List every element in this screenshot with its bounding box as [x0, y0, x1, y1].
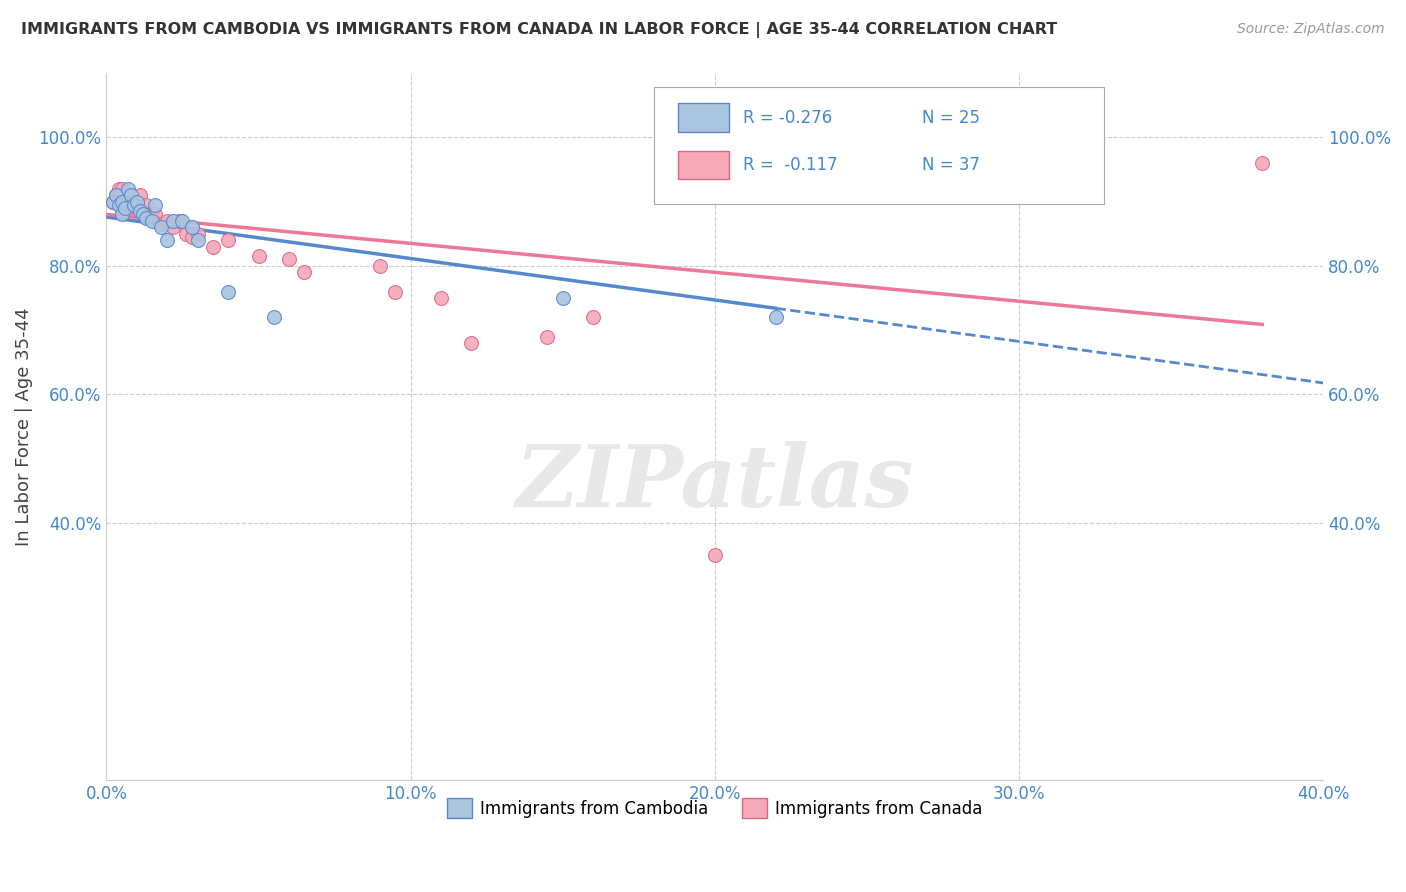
Point: [120, 188, 142, 202]
Point: [114, 194, 136, 209]
Text: ZIPatlas: ZIPatlas: [516, 442, 914, 525]
Point: [138, 207, 160, 221]
Point: [1251, 156, 1274, 170]
Point: [128, 204, 150, 219]
Point: [217, 285, 239, 299]
Point: [122, 198, 145, 212]
Point: [125, 194, 148, 209]
Point: [125, 194, 148, 209]
Point: [135, 198, 157, 212]
Point: [122, 198, 145, 212]
Point: [107, 182, 129, 196]
Point: [430, 291, 453, 305]
Point: [551, 291, 574, 305]
Point: [201, 239, 224, 253]
Point: [111, 207, 134, 221]
Point: [292, 265, 315, 279]
Point: [111, 194, 134, 209]
Text: Source: ZipAtlas.com: Source: ZipAtlas.com: [1237, 22, 1385, 37]
Point: [135, 211, 157, 225]
Point: [187, 227, 209, 241]
Point: [132, 207, 155, 221]
Point: [104, 188, 127, 202]
Point: [162, 214, 184, 228]
Point: [156, 214, 179, 228]
Point: [187, 233, 209, 247]
Point: [536, 329, 558, 343]
Point: [107, 198, 129, 212]
Point: [141, 214, 163, 228]
Bar: [678, 151, 730, 179]
Point: [128, 188, 150, 202]
Text: R =  -0.117: R = -0.117: [742, 156, 838, 174]
Point: [217, 233, 239, 247]
FancyBboxPatch shape: [654, 87, 1104, 204]
Text: R = -0.276: R = -0.276: [742, 109, 832, 127]
Text: IMMIGRANTS FROM CAMBODIA VS IMMIGRANTS FROM CANADA IN LABOR FORCE | AGE 35-44 CO: IMMIGRANTS FROM CAMBODIA VS IMMIGRANTS F…: [21, 22, 1057, 38]
Text: N = 25: N = 25: [921, 109, 980, 127]
Point: [169, 214, 191, 228]
Point: [368, 259, 391, 273]
Point: [460, 336, 482, 351]
Point: [582, 310, 605, 325]
Point: [180, 220, 202, 235]
Bar: [678, 103, 730, 132]
Legend: Immigrants from Cambodia, Immigrants from Canada: Immigrants from Cambodia, Immigrants fro…: [440, 791, 990, 825]
Point: [101, 194, 124, 209]
Point: [277, 252, 299, 267]
Point: [117, 201, 139, 215]
Point: [120, 198, 142, 212]
Y-axis label: In Labor Force | Age 35-44: In Labor Force | Age 35-44: [15, 308, 32, 546]
Point: [150, 220, 173, 235]
Point: [150, 217, 173, 231]
Point: [125, 201, 148, 215]
Point: [117, 182, 139, 196]
Point: [156, 233, 179, 247]
Point: [132, 204, 155, 219]
Point: [143, 207, 166, 221]
Point: [765, 310, 787, 325]
Point: [247, 249, 270, 263]
Point: [174, 227, 197, 241]
Point: [143, 198, 166, 212]
Point: [384, 285, 406, 299]
Point: [703, 548, 725, 562]
Point: [162, 220, 184, 235]
Point: [141, 207, 163, 221]
Point: [104, 188, 127, 202]
Point: [114, 201, 136, 215]
Point: [101, 194, 124, 209]
Point: [180, 230, 202, 244]
Point: [111, 182, 134, 196]
Point: [111, 194, 134, 209]
Text: N = 37: N = 37: [921, 156, 980, 174]
Point: [263, 310, 285, 325]
Point: [172, 214, 194, 228]
